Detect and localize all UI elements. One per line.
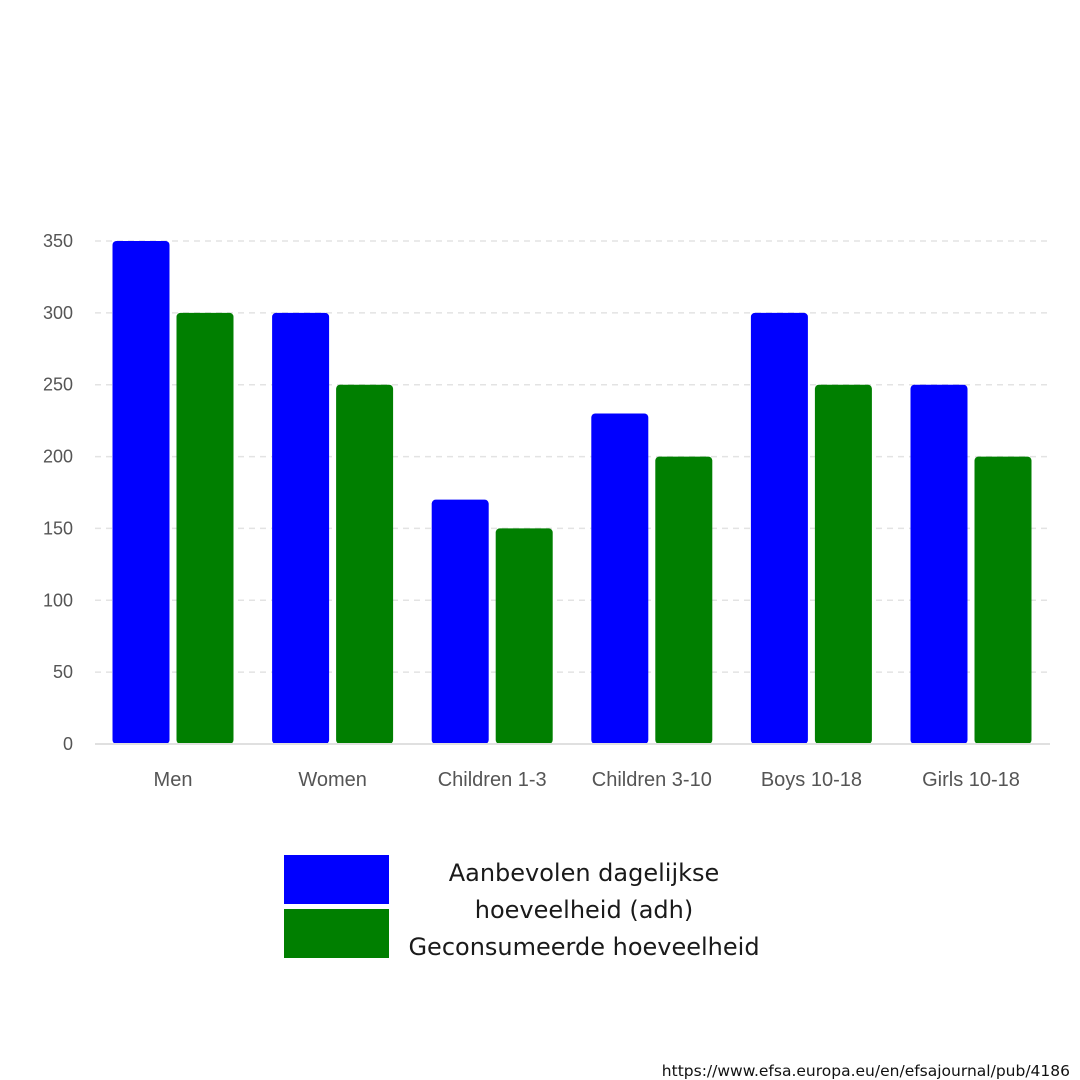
bar-consumed-children-1-3	[495, 528, 553, 744]
x-axis-ticks: Men Women Children 1-3 Children 3-10 Boys 10…	[154, 769, 1020, 791]
bar-consumed-women	[336, 384, 394, 744]
legend-label-adh-line1: Aanbevolen dagelijkse	[448, 859, 720, 887]
y-tick-label: 50	[53, 662, 73, 682]
x-tick-label: Girls 10-18	[922, 769, 1020, 791]
x-tick-label: Boys 10-18	[761, 769, 862, 791]
y-axis-ticks: 0 50 100 150 200 250 300 350	[43, 231, 73, 754]
gridlines	[95, 240, 1050, 673]
bar-adh-children-3-10	[591, 413, 649, 744]
source-url: https://www.efsa.europa.eu/en/efsajourna…	[661, 1062, 1070, 1080]
y-tick-label: 350	[43, 231, 73, 251]
x-tick-label: Women	[298, 769, 367, 791]
legend-swatch-adh	[284, 855, 389, 904]
bar-consumed-boys-10-18	[814, 384, 872, 744]
bar-adh-boys-10-18	[750, 312, 808, 744]
bar-consumed-girls-10-18	[974, 456, 1032, 744]
legend-label-consumed: Geconsumeerde hoeveelheid	[408, 933, 760, 961]
x-tick-label: Children 3-10	[592, 769, 712, 791]
bar-adh-children-1-3	[431, 499, 489, 744]
y-tick-label: 0	[63, 734, 73, 754]
bar-adh-men	[112, 241, 170, 744]
bar-chart: 0 50 100 150 200 250 300 350 Men Women Children 1…	[43, 231, 1050, 791]
x-tick-label: Men	[154, 769, 193, 791]
y-tick-label: 250	[43, 375, 73, 395]
y-tick-label: 200	[43, 447, 73, 467]
bars	[112, 241, 1032, 744]
x-tick-label: Children 1-3	[438, 769, 547, 791]
legend: Aanbevolen dagelijkse hoeveelheid (adh) …	[284, 855, 784, 965]
bar-adh-girls-10-18	[910, 384, 968, 744]
legend-label-adh-line2: hoeveelheid (adh)	[474, 896, 694, 924]
bar-adh-women	[272, 312, 330, 744]
y-tick-label: 300	[43, 303, 73, 323]
y-tick-label: 150	[43, 518, 73, 538]
legend-labels: Aanbevolen dagelijkse hoeveelheid (adh) …	[399, 855, 769, 966]
y-tick-label: 100	[43, 590, 73, 610]
bar-consumed-men	[176, 312, 234, 744]
legend-swatch-consumed	[284, 909, 389, 958]
bar-consumed-children-3-10	[655, 456, 713, 744]
